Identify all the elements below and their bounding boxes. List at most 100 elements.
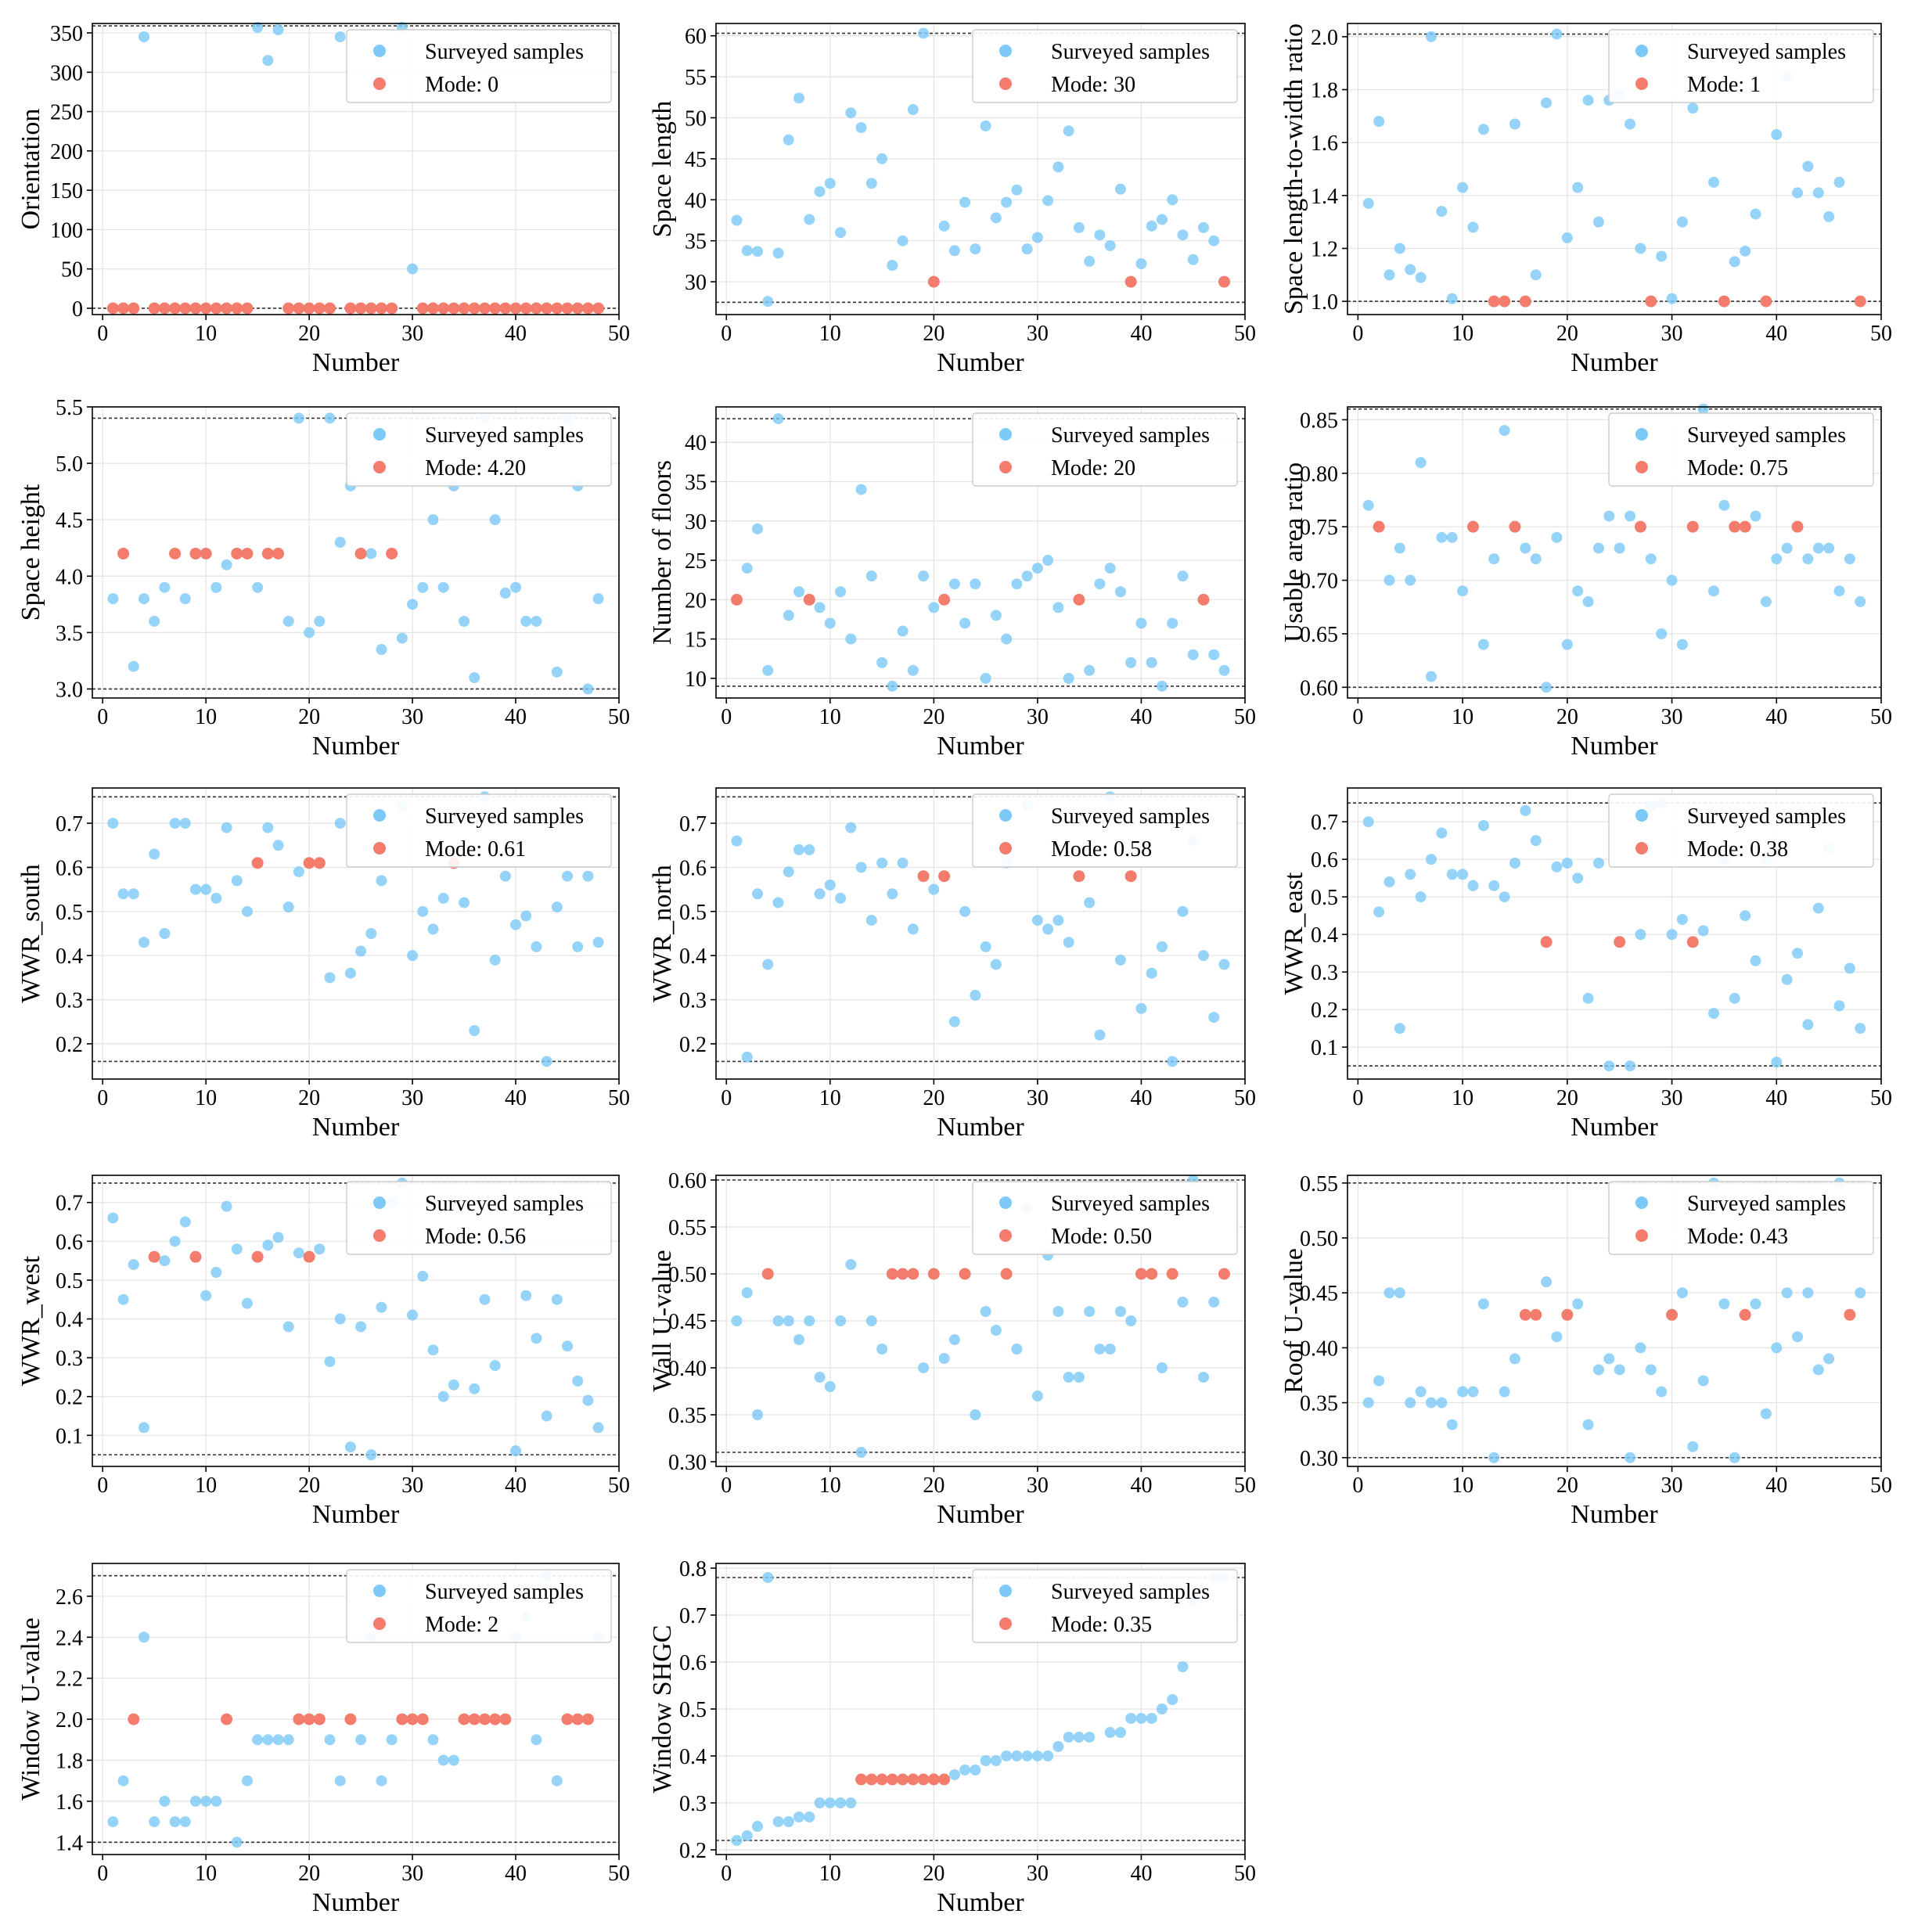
mode-point: [1124, 870, 1137, 883]
surveyed-point: [334, 537, 346, 549]
legend-box: [972, 1569, 1238, 1643]
y-tick-label: 0.4: [56, 944, 83, 969]
mode-point: [1739, 1308, 1751, 1321]
surveyed-point: [262, 1239, 274, 1251]
legend-mode-label: Mode: 0: [425, 73, 498, 97]
mode-point: [1854, 295, 1866, 308]
surveyed-point: [845, 1797, 857, 1808]
x-tick-label: 40: [505, 705, 527, 729]
surveyed-point: [572, 941, 584, 952]
surveyed-point: [469, 1025, 480, 1036]
mode-point: [1124, 275, 1137, 288]
mode-point: [499, 1713, 512, 1725]
surveyed-point: [959, 617, 971, 629]
legend-surveyed-marker: [1635, 428, 1648, 441]
x-tick-label: 10: [819, 322, 841, 346]
axes-frame: [715, 23, 1246, 315]
y-tick-label: 0.5: [679, 901, 707, 925]
surveyed-point: [1063, 1732, 1074, 1743]
surveyed-point: [865, 1315, 877, 1326]
y-tick-label: 3.5: [56, 621, 83, 646]
legend-box: [1608, 1181, 1874, 1255]
axes-frame: [1347, 23, 1882, 315]
x-tick-label: 50: [1870, 1086, 1892, 1110]
legend-surveyed-marker: [373, 45, 386, 57]
mode-point: [1218, 1268, 1230, 1280]
x-tick-label: 40: [1130, 705, 1152, 729]
surveyed-point: [551, 901, 563, 913]
mode-point: [406, 1713, 419, 1725]
mode-point: [1466, 520, 1479, 533]
y-tick-label: 0.35: [1300, 1392, 1338, 1416]
y-tick-label: 0.3: [1311, 961, 1338, 985]
legend: Surveyed samples Mode: 0: [346, 29, 612, 103]
mode-point: [1218, 275, 1230, 288]
mode-point: [1488, 295, 1500, 308]
x-axis-label: Number: [1571, 1113, 1658, 1142]
surveyed-point: [107, 1212, 119, 1224]
surveyed-point: [1509, 858, 1520, 869]
mode-point: [169, 302, 182, 315]
surveyed-point: [117, 1775, 129, 1786]
legend: Surveyed samples Mode: 1: [1608, 29, 1874, 103]
surveyed-point: [272, 24, 284, 36]
x-tick-label: 20: [923, 1473, 945, 1498]
surveyed-point: [200, 1290, 212, 1301]
surveyed-point: [459, 615, 470, 627]
subplot-8: 0 10 20 30 40 50 0.2 0.3 0.4 0.5 0.6 0.7 Number WWR_n…: [648, 787, 1256, 1142]
subplot-2: 0 10 20 30 40 50 30 35 40 45 50 55 60 Number Space len…: [648, 23, 1256, 377]
surveyed-point: [1373, 1375, 1385, 1387]
surveyed-point: [1603, 1353, 1615, 1365]
surveyed-point: [1405, 1397, 1416, 1409]
surveyed-point: [562, 870, 574, 882]
y-tick-label: 0.2: [56, 1033, 83, 1057]
x-tick-label: 20: [298, 1086, 320, 1110]
surveyed-point: [179, 818, 191, 829]
surveyed-point: [138, 593, 149, 605]
mode-point: [468, 302, 480, 315]
surveyed-point: [210, 1795, 222, 1807]
surveyed-point: [731, 1835, 743, 1846]
legend-surveyed-label: Surveyed samples: [1687, 40, 1846, 64]
surveyed-point: [179, 1816, 191, 1828]
x-axis-label: Number: [312, 1888, 400, 1917]
y-tick-label: 0.30: [1300, 1447, 1338, 1471]
surveyed-point: [876, 657, 888, 668]
surveyed-point: [948, 245, 960, 257]
surveyed-point: [1446, 869, 1458, 880]
mode-point: [158, 302, 171, 315]
mode-point: [117, 302, 130, 315]
surveyed-point: [783, 1315, 794, 1326]
y-tick-label: 0.65: [1300, 623, 1338, 647]
surveyed-point: [1614, 542, 1625, 554]
surveyed-point: [1541, 97, 1553, 109]
y-tick-label: 5.0: [56, 452, 83, 477]
x-tick-label: 0: [721, 1862, 732, 1886]
surveyed-point: [293, 412, 304, 424]
mode-point: [499, 302, 512, 315]
surveyed-point: [1740, 245, 1751, 257]
mode-point: [200, 302, 212, 315]
surveyed-point: [1635, 243, 1646, 254]
surveyed-point: [876, 153, 888, 164]
mode-point: [520, 302, 532, 315]
surveyed-point: [1457, 1386, 1469, 1398]
legend-mode-label: Mode: 20: [1051, 456, 1135, 480]
y-tick-label: 0.55: [1300, 1172, 1338, 1196]
surveyed-point: [1125, 1713, 1137, 1724]
surveyed-point: [1094, 229, 1106, 241]
surveyed-point: [804, 1811, 815, 1822]
surveyed-point: [469, 1383, 480, 1394]
surveyed-point: [907, 923, 919, 935]
surveyed-point: [489, 514, 501, 526]
mode-point: [1686, 520, 1699, 533]
y-tick-label: 0.6: [679, 856, 707, 880]
mode-point: [886, 1773, 898, 1786]
mode-point: [231, 547, 243, 559]
y-axis-label: Orientation: [16, 109, 45, 230]
surveyed-point: [1031, 1391, 1043, 1401]
surveyed-point: [324, 1734, 336, 1746]
surveyed-point: [1114, 1306, 1126, 1317]
axes-frame: [92, 787, 620, 1080]
mode-point: [386, 302, 398, 315]
